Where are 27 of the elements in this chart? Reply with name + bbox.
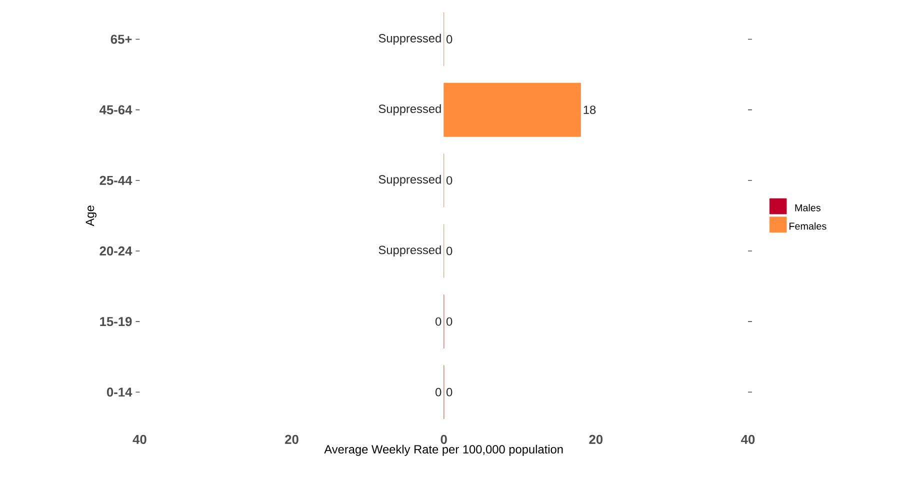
x-tick-label: 20 xyxy=(285,434,298,444)
y-tick-label: 65+ xyxy=(110,34,132,44)
data-label: 0 xyxy=(446,317,452,326)
text: Suppressed xyxy=(378,174,441,186)
data-label: 0 xyxy=(446,246,452,256)
legend-label: Females xyxy=(790,222,826,230)
y-tick-label: 45-64 xyxy=(100,105,132,114)
y-tick-label: 25-44 xyxy=(100,176,132,185)
data-label: 18 xyxy=(584,106,596,114)
legend-label: Males xyxy=(795,204,821,212)
x-tick-label: 40 xyxy=(132,434,146,444)
x-tick-label: 40 xyxy=(741,434,755,444)
text: Suppressed xyxy=(378,34,441,45)
data-label: 0 xyxy=(446,388,452,396)
x-tick-label: 20 xyxy=(589,434,603,444)
y-tick-label: 20-24 xyxy=(100,246,132,256)
text: Suppressed xyxy=(378,104,441,116)
y-axis-title: Age xyxy=(86,206,96,226)
data-label: 0 xyxy=(436,317,442,326)
y-tick-label: 0-14 xyxy=(106,388,132,397)
data-label: 0 xyxy=(446,35,452,44)
x-axis-title: Average Weekly Rate per 100,000 population xyxy=(324,444,563,456)
y-tick-label: 15-19 xyxy=(100,316,132,326)
data-label: 0 xyxy=(446,176,452,185)
x-tick-label: 0 xyxy=(440,434,447,444)
text: Suppressed xyxy=(378,245,441,256)
data-label: 0 xyxy=(436,388,442,396)
